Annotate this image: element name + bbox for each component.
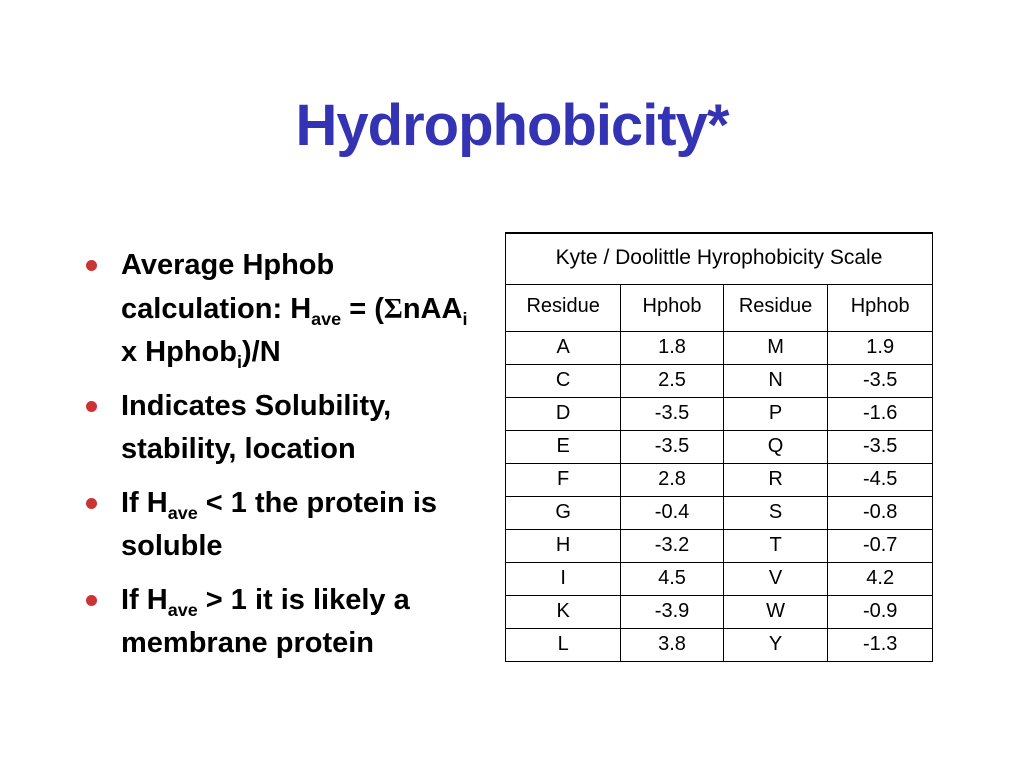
hphob-cell: -3.5 <box>620 430 724 464</box>
table-row: I 4.5 V 4.2 <box>504 562 933 596</box>
residue-cell: D <box>504 397 622 431</box>
table-row: C 2.5 N -3.5 <box>504 364 933 398</box>
hphob-cell: 3.8 <box>620 628 724 662</box>
hphob-cell: -0.7 <box>827 529 933 563</box>
table-row: E -3.5 Q -3.5 <box>504 430 933 464</box>
residue-cell: Q <box>722 430 829 464</box>
col-header-hphob-left: Hphob <box>620 284 724 332</box>
residue-cell: R <box>722 463 829 497</box>
residue-cell: C <box>504 364 622 398</box>
hphob-cell: -3.2 <box>620 529 724 563</box>
hphob-cell: -3.9 <box>620 595 724 629</box>
table-row: K -3.9 W -0.9 <box>504 595 933 629</box>
hphob-cell: -1.3 <box>827 628 933 662</box>
bullet-list: Average Hphob calculation: Have = (ΣnAAi… <box>86 244 506 676</box>
residue-cell: A <box>504 331 622 365</box>
residue-cell: I <box>504 562 622 596</box>
hphob-cell: 2.5 <box>620 364 724 398</box>
residue-cell: G <box>504 496 622 530</box>
hphob-cell: 4.2 <box>827 562 933 596</box>
residue-cell: P <box>722 397 829 431</box>
hphob-cell: 1.8 <box>620 331 724 365</box>
residue-cell: E <box>504 430 622 464</box>
residue-cell: V <box>722 562 829 596</box>
hydrophobicity-table-container: Kyte / Doolittle Hyrophobicity Scale Res… <box>504 232 933 662</box>
bullet-text: Average Hphob calculation: Have = (ΣnAAi… <box>121 249 468 372</box>
bullet-solubility: Indicates Solubility, stability, locatio… <box>86 385 506 472</box>
bullet-dot <box>86 400 97 412</box>
bullet-average-hphob: Average Hphob calculation: Have = (ΣnAAi… <box>86 244 506 375</box>
residue-cell: L <box>504 628 622 662</box>
bullet-soluble: If Have < 1 the protein is soluble <box>86 482 506 569</box>
subscript: ave <box>167 502 198 523</box>
bullet-text: Indicates Solubility, stability, locatio… <box>121 389 392 466</box>
table-body: A 1.8 M 1.9 C 2.5 N -3.5 D -3.5 P -1.6 <box>504 331 933 662</box>
hphob-cell: -1.6 <box>827 397 933 431</box>
sigma-symbol: Σ <box>383 292 403 325</box>
hphob-cell: -3.5 <box>827 364 933 398</box>
subscript: i <box>462 308 468 329</box>
residue-cell: W <box>722 595 829 629</box>
hphob-cell: -4.5 <box>827 463 933 497</box>
hphob-cell: -3.5 <box>620 397 724 431</box>
hphob-cell: -0.8 <box>827 496 933 530</box>
residue-cell: T <box>722 529 829 563</box>
table-title: Kyte / Doolittle Hyrophobicity Scale <box>505 232 933 285</box>
hphob-cell: 4.5 <box>620 562 724 596</box>
residue-cell: F <box>504 463 622 497</box>
table-row: H -3.2 T -0.7 <box>504 529 933 563</box>
residue-cell: H <box>504 529 622 563</box>
hphob-cell: -0.9 <box>827 595 933 629</box>
table-row: D -3.5 P -1.6 <box>504 397 933 431</box>
table-header-row: Residue Hphob Residue Hphob <box>504 284 933 332</box>
bullet-dot <box>86 260 97 271</box>
table-row: G -0.4 S -0.8 <box>504 496 933 530</box>
col-header-residue-left: Residue <box>504 284 622 332</box>
residue-cell: N <box>722 364 829 398</box>
table-row: L 3.8 Y -1.3 <box>504 628 933 662</box>
hydrophobicity-table: Kyte / Doolittle Hyrophobicity Scale Res… <box>504 232 933 662</box>
residue-cell: M <box>722 331 829 365</box>
table-title-row: Kyte / Doolittle Hyrophobicity Scale <box>505 232 933 285</box>
bullet-text: If Have < 1 the protein is soluble <box>121 486 438 563</box>
hphob-cell: 1.9 <box>827 331 933 365</box>
table-row: A 1.8 M 1.9 <box>504 331 933 365</box>
col-header-hphob-right: Hphob <box>827 284 933 332</box>
page-title: Hydrophobicity* <box>295 93 730 158</box>
bullet-dot <box>86 497 97 509</box>
bullet-text: If Have > 1 it is likely a membrane prot… <box>121 583 410 660</box>
bullet-dot <box>86 594 97 606</box>
bullet-membrane: If Have > 1 it is likely a membrane prot… <box>86 579 506 666</box>
subscript: i <box>237 351 242 372</box>
hphob-cell: 2.8 <box>620 463 724 497</box>
col-header-residue-right: Residue <box>722 284 829 332</box>
table-head: Kyte / Doolittle Hyrophobicity Scale Res… <box>504 232 933 332</box>
residue-cell: K <box>504 595 622 629</box>
residue-cell: S <box>722 496 829 530</box>
subscript: ave <box>167 599 198 620</box>
subscript: ave <box>311 308 342 329</box>
hphob-cell: -3.5 <box>827 430 933 464</box>
hphob-cell: -0.4 <box>620 496 724 530</box>
residue-cell: Y <box>722 628 829 662</box>
table-row: F 2.8 R -4.5 <box>504 463 933 497</box>
